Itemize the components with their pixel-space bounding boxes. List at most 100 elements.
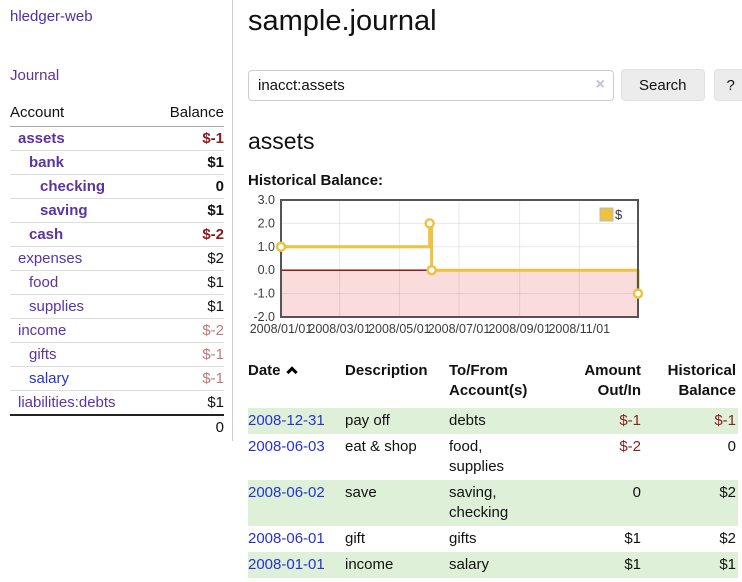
account-balance: $1: [151, 270, 224, 295]
balance-column-header: Balance: [151, 102, 224, 127]
register-row: 2008-06-01 gift gifts $1 $2: [248, 526, 738, 552]
account-row-expenses: expenses $2: [10, 246, 224, 271]
account-row-income: income $-2: [10, 318, 224, 343]
account-link-assets[interactable]: assets: [18, 130, 65, 147]
y-axis-tick-label: -1.0: [253, 287, 275, 301]
accounts-total-value: 0: [151, 414, 224, 439]
account-balance: $-1: [151, 342, 224, 367]
data-point-marker: [424, 218, 435, 229]
main-content: sample.journal × Search ? assets Histori…: [233, 0, 742, 578]
account-balance: $1: [151, 390, 224, 416]
amount-header: Amount Out/In: [584, 362, 641, 399]
account-balance: $1: [151, 294, 224, 319]
help-button[interactable]: ?: [713, 69, 742, 101]
x-axis-tick-label: 2008/05/01: [368, 322, 431, 336]
amount-cell: $-2: [619, 438, 641, 455]
register-header-row: Date Description To/From Account(s) Amou…: [248, 361, 738, 408]
x-axis-tick-label: 2008/01/01: [250, 322, 313, 336]
accounts-cell: food, supplies: [449, 438, 505, 475]
date-link[interactable]: 2008-06-03: [248, 438, 325, 455]
x-axis-tick-label: 2008/03/01: [308, 322, 371, 336]
accounts-header: To/From Account(s): [449, 362, 528, 399]
data-point-marker: [632, 288, 644, 299]
page-title: sample.journal: [248, 5, 437, 37]
balance-header: Historical Balance: [667, 362, 736, 399]
search-button[interactable]: Search: [621, 69, 705, 101]
account-balance: $1: [151, 198, 224, 223]
account-link-checking[interactable]: checking: [40, 178, 106, 195]
account-balance: $-1: [151, 366, 224, 391]
account-link-cash[interactable]: cash: [29, 226, 64, 243]
date-sort-header[interactable]: Date: [248, 361, 345, 408]
account-row-liabilities-debts: liabilities:debts $1: [10, 390, 224, 416]
description-cell: gift: [345, 530, 366, 547]
legend-label: $: [615, 207, 623, 222]
y-axis-tick-label: 2.0: [258, 216, 275, 230]
description-cell: pay off: [345, 408, 449, 434]
accounts-total-row: 0: [10, 414, 224, 439]
account-balance: 0: [151, 174, 224, 199]
account-balance: $-2: [151, 318, 224, 343]
data-point-marker: [275, 241, 287, 253]
date-link[interactable]: 2008-12-31: [248, 412, 325, 429]
balance-cell: 0: [727, 438, 736, 455]
y-axis-tick-label: -2.0: [253, 310, 275, 324]
account-link-saving[interactable]: saving: [40, 202, 88, 219]
balance-cell: $1: [643, 552, 738, 578]
accounts-cell: saving, checking: [449, 480, 551, 526]
amount-cell: 0: [551, 480, 643, 526]
accounts-cell: salary: [449, 552, 551, 578]
x-axis-tick-label: 2008/07/01: [428, 322, 491, 336]
chart-title: Historical Balance:: [248, 172, 384, 189]
balance-cell: $-1: [643, 408, 738, 434]
account-link-bank[interactable]: bank: [29, 154, 65, 171]
sort-ascending-icon: [285, 366, 298, 378]
accounts-cell: gifts: [449, 530, 477, 547]
account-balance: $2: [151, 246, 224, 271]
account-column-header: Account: [10, 102, 152, 127]
search-input[interactable]: [248, 69, 614, 101]
account-row-checking: checking 0: [10, 174, 224, 199]
account-link-food[interactable]: food: [29, 274, 59, 291]
account-row-saving: saving $1: [10, 198, 224, 223]
app-title-link[interactable]: hledger-web: [10, 8, 93, 25]
register-row: 2008-12-31 pay off debts $-1 $-1: [248, 408, 738, 434]
account-row-salary: salary $-1: [10, 366, 224, 391]
date-link[interactable]: 2008-06-01: [248, 530, 325, 547]
account-row-gifts: gifts $-1: [10, 342, 224, 367]
amount-cell: $1: [624, 530, 641, 547]
clear-search-icon[interactable]: ×: [595, 75, 605, 93]
legend-swatch: [599, 207, 614, 222]
account-balance: $1: [151, 150, 224, 175]
y-axis-tick-label: 0.0: [258, 263, 275, 277]
register-row: 2008-01-01 income salary $1 $1: [248, 552, 738, 578]
date-link[interactable]: 2008-06-02: [248, 484, 325, 501]
account-balance: $-1: [151, 126, 224, 151]
register-table: Date Description To/From Account(s) Amou…: [248, 361, 738, 578]
account-row-assets: assets $-1: [10, 126, 224, 151]
date-link[interactable]: 2008-01-01: [248, 556, 325, 573]
account-row-bank: bank $1: [10, 150, 224, 175]
x-axis-tick-label: 2008/09/01: [488, 322, 551, 336]
account-link-income[interactable]: income: [18, 322, 67, 339]
account-link-salary[interactable]: salary: [29, 370, 70, 387]
y-axis-tick-label: 3.0: [258, 193, 275, 207]
account-link-liabilities-debts[interactable]: liabilities:debts: [18, 394, 116, 411]
historical-balance-chart: $3.0 2.0 1.0 0.0 -1.0 -2.0 2008/01/01 2008/03/0…: [248, 193, 742, 340]
sidebar-item-journal[interactable]: Journal: [10, 67, 60, 84]
data-point-marker: [426, 264, 437, 276]
account-link-gifts[interactable]: gifts: [29, 346, 57, 363]
accounts-cell: debts: [449, 408, 551, 434]
account-balance: $-2: [151, 222, 224, 247]
amount-cell: $-1: [551, 408, 643, 434]
account-heading: assets: [248, 128, 315, 154]
x-axis-tick-label: 2008/11/01: [548, 322, 610, 336]
balance-cell: $2: [719, 530, 736, 547]
search-bar: × Search ?: [248, 69, 742, 101]
account-link-supplies[interactable]: supplies: [29, 298, 85, 315]
description-header: Description: [345, 362, 428, 379]
register-row: 2008-06-02 save saving, checking 0 $2: [248, 480, 738, 526]
account-link-expenses[interactable]: expenses: [18, 250, 83, 267]
chart-border: [280, 199, 639, 318]
